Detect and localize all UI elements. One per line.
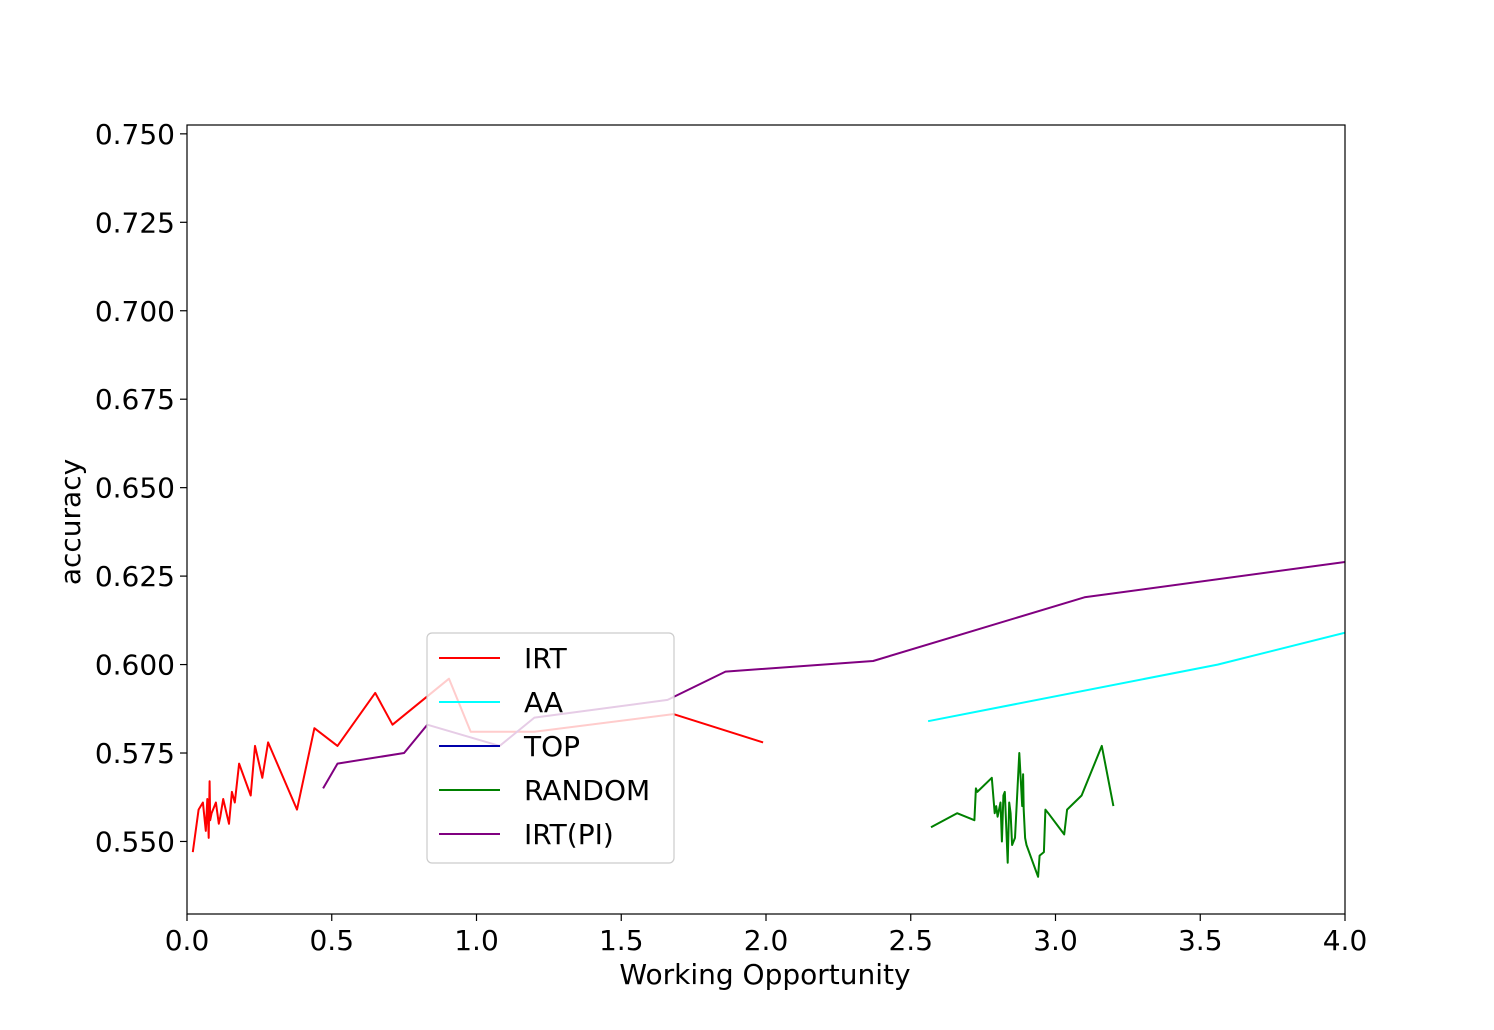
y-tick-label: 0.675 [95, 383, 175, 416]
legend-label-random: RANDOM [524, 774, 650, 807]
legend-box [426, 632, 675, 864]
y-tick-label: 0.700 [95, 295, 175, 328]
y-tick-label: 0.625 [95, 560, 175, 593]
x-tick-label: 3.5 [1178, 924, 1223, 957]
x-tick-label: 2.5 [888, 924, 933, 957]
plot-marks [191, 561, 1345, 878]
y-tick-label: 0.550 [95, 825, 175, 858]
x-axis-label: Working Opportunity [619, 958, 910, 991]
x-tick-label: 3.0 [1033, 924, 1078, 957]
legend: IRT AA TOP RANDOM IRT(PI) [426, 632, 675, 864]
x-tick-label: 0.0 [165, 924, 210, 957]
legend-label-irt: IRT [524, 642, 568, 675]
x-tick-label: 1.5 [599, 924, 644, 957]
plot-frame [186, 124, 1346, 915]
x-axis-ticks: 0.0 0.5 1.0 1.5 2.0 2.5 3.0 3.5 4.0 [165, 914, 1368, 957]
y-tick-label: 0.750 [95, 118, 175, 151]
y-tick-label: 0.575 [95, 737, 175, 770]
series-line-aa [927, 631, 1345, 723]
y-axis-ticks: 0.550 0.575 0.600 0.625 0.650 0.675 0.700 0.725… [95, 118, 187, 858]
axes: 0.0 0.5 1.0 1.5 2.0 2.5 3.0 3.5 4.0 0.5500.5750.… [54, 118, 1367, 991]
x-tick-label: 2.0 [744, 924, 789, 957]
series-line-random [930, 744, 1115, 878]
legend-label-top: TOP [523, 730, 580, 763]
x-tick-label: 0.5 [309, 924, 354, 957]
legend-label-aa: AA [524, 686, 563, 719]
x-tick-label: 4.0 [1323, 924, 1368, 957]
x-tick-label: 1.0 [454, 924, 499, 957]
legend-label-irt-pi: IRT(PI) [524, 818, 614, 851]
y-tick-label: 0.650 [95, 472, 175, 505]
y-axis-label: accuracy [54, 459, 87, 585]
y-tick-label: 0.725 [95, 206, 175, 239]
series-line-irt [191, 677, 764, 853]
y-tick-label: 0.600 [95, 649, 175, 682]
